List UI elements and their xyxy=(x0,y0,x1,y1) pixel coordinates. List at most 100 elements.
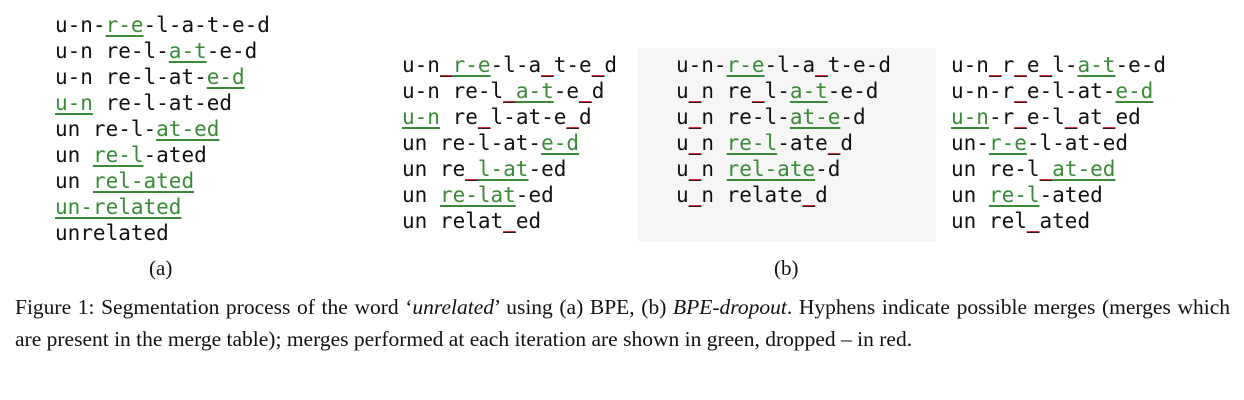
segmentation-step: u-n re-l-at-e-d xyxy=(55,64,270,90)
token-text: n re xyxy=(701,79,752,103)
dropped-merge: _ xyxy=(827,131,841,155)
token-text: u-n-r xyxy=(951,79,1015,103)
segmentation-step: un-related xyxy=(55,194,270,220)
segmentation-step: u-n re-l-at-ed xyxy=(55,90,270,116)
dropped-merge: _ xyxy=(1026,209,1040,233)
token-text: t-e-d xyxy=(827,53,891,77)
token-text: unrelated xyxy=(55,221,169,245)
token-text: r xyxy=(1001,53,1015,77)
token-text: t-e xyxy=(553,53,592,77)
token-text: d xyxy=(579,105,592,129)
token-text: un- xyxy=(951,131,989,155)
merged-segment: at-e xyxy=(789,105,841,129)
dropped-merge: _ xyxy=(566,105,580,129)
token-text: -e-d xyxy=(1115,53,1167,77)
token-text: un re xyxy=(402,157,466,181)
token-text: l- xyxy=(1052,53,1078,77)
caption-prefix: Figure 1: Segmentation process of the wo… xyxy=(15,295,413,319)
segmentation-step: un re_l-at-ed xyxy=(402,156,617,182)
segmentation-step: u_n re-l-ate_d xyxy=(676,130,891,156)
panel-b-col2-segmentation: u-n-r-e-l-a_t-e-d u_n re_l-a-t-e-d u_n re-… xyxy=(676,52,891,208)
segmentation-step: un re-lat-ed xyxy=(402,182,617,208)
token-text: d xyxy=(591,79,605,103)
dropped-merge: _ xyxy=(1039,157,1053,181)
dropped-merge: _ xyxy=(802,183,816,207)
segmentation-step: u_n rel-ate-d xyxy=(676,156,891,182)
token-text: u-n re-l-at- xyxy=(55,65,207,89)
token-text: n relate xyxy=(701,183,803,207)
merged-segment: rel-ated xyxy=(92,169,195,193)
segmentation-step: u-n-r-e-l-a-t-e-d xyxy=(55,12,270,38)
token-text: n xyxy=(701,157,727,181)
token-text: e-l xyxy=(1026,105,1065,129)
token-text: -l-a xyxy=(764,53,816,77)
merged-segment: re-lat xyxy=(439,183,516,207)
merged-segment: at-ed xyxy=(156,117,220,141)
token-text: -l-at-ed xyxy=(1026,131,1129,155)
merged-segment: a-t xyxy=(789,79,828,103)
dropped-merge: _ xyxy=(503,79,516,103)
dropped-merge: _ xyxy=(688,79,702,103)
dropped-merge: _ xyxy=(688,105,702,129)
segmentation-step: u-n-r_e-l-at-e-d xyxy=(951,78,1166,104)
segmentation-step: u_n re_l-a-t-e-d xyxy=(676,78,891,104)
token-text: un xyxy=(55,169,93,193)
dropped-merge: _ xyxy=(477,105,491,129)
token-text: un xyxy=(402,183,440,207)
merged-segment: re-l xyxy=(726,131,778,155)
token-text: -ate xyxy=(777,131,828,155)
dropped-merge: _ xyxy=(688,157,702,181)
merged-segment: r-e xyxy=(452,53,491,77)
token-text: u-n re-l xyxy=(402,79,504,103)
token-text: -l-a xyxy=(490,53,542,77)
segmentation-step: un re-l-at-ed xyxy=(55,116,270,142)
merged-segment: e-d xyxy=(1115,79,1154,103)
token-text: u xyxy=(676,105,689,129)
token-text: n xyxy=(701,131,727,155)
merged-segment: u-n xyxy=(951,105,989,129)
token-text: e xyxy=(1026,53,1040,77)
token-text: -d xyxy=(815,157,841,181)
merged-segment: u-n xyxy=(55,91,93,115)
caption-method: BPE-dropout xyxy=(673,295,787,319)
merged-segment: re-l xyxy=(92,143,144,167)
token-text: -ated xyxy=(1039,183,1103,207)
panel-b-col3-segmentation: u-n_r_e_l-a-t-e-d u-n-r_e-l-at-e-d u-n-r_e… xyxy=(951,52,1166,234)
token-text: -ed xyxy=(528,157,567,181)
panel-a-segmentation: u-n-r-e-l-a-t-e-d u-n re-l-a-t-e-d u-n re-… xyxy=(55,12,270,246)
token-text: un xyxy=(55,143,93,167)
dropped-merge: _ xyxy=(751,79,765,103)
token-text: un re-l- xyxy=(55,117,157,141)
dropped-merge: _ xyxy=(503,209,516,233)
merged-segment: e-d xyxy=(541,131,580,155)
token-text: u-n re-l- xyxy=(55,39,169,63)
token-text: at xyxy=(1077,105,1103,129)
token-text: n re-l- xyxy=(701,105,790,129)
token-text: l-at-e xyxy=(490,105,567,129)
segmentation-step: u_n re-l-at-e-d xyxy=(676,104,891,130)
segmentation-step: u-n_r_e_l-a-t-e-d xyxy=(951,52,1166,78)
merged-segment: u-n xyxy=(402,105,440,129)
merged-segment: at-ed xyxy=(1052,157,1116,181)
token-text: ed xyxy=(515,209,542,233)
panel-b-col2-background xyxy=(638,48,936,242)
dropped-merge: _ xyxy=(541,53,554,77)
segmentation-step: un re-l-ated xyxy=(951,182,1166,208)
token-text: u xyxy=(676,79,689,103)
token-text: d xyxy=(815,183,828,207)
merged-segment: rel-ate xyxy=(726,157,816,181)
token-text: -ated xyxy=(143,143,207,167)
segmentation-step: u-n re-l_a-t-e_d xyxy=(402,78,617,104)
segmentation-step: un re-l-at-e-d xyxy=(402,130,617,156)
merged-segment: r-e xyxy=(726,53,765,77)
caption-suffix: . Hyphens indicate possible merges (merg… xyxy=(15,295,1230,351)
merged-segment: a-t xyxy=(168,39,207,63)
segmentation-step: u-n re-l-a-t-e-d xyxy=(55,38,270,64)
dropped-merge: _ xyxy=(1064,105,1078,129)
merged-segment: r-e xyxy=(105,13,144,37)
segmentation-step: u-n re_l-at-e_d xyxy=(402,104,617,130)
merged-segment: re-l xyxy=(988,183,1040,207)
segmentation-step: un rel_ated xyxy=(951,208,1166,234)
token-text: -e-d xyxy=(206,39,258,63)
dropped-merge: _ xyxy=(815,53,828,77)
